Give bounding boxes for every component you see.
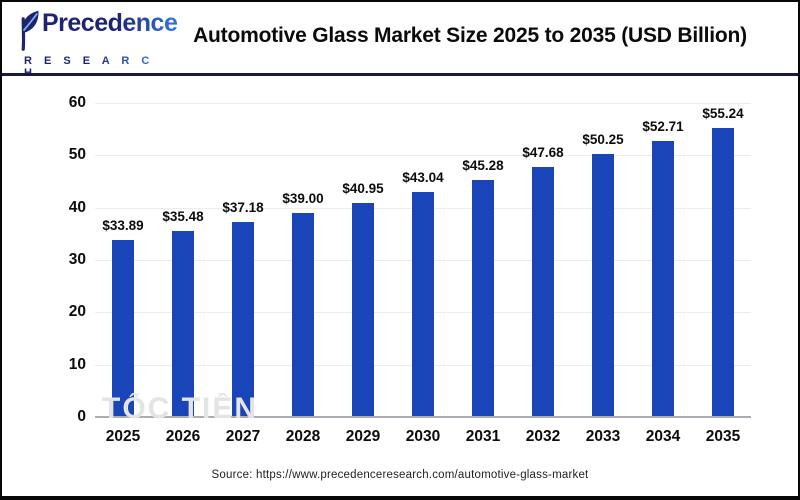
brand-logo: Precedence R E S E A R C H	[16, 8, 178, 79]
bar-value-label: $47.68	[522, 145, 564, 160]
y-axis-tick-label: 40	[68, 198, 86, 216]
x-axis-tick-label: 2031	[465, 428, 501, 445]
x-axis-tick-label: 2028	[285, 428, 321, 445]
bar-value-label: $40.95	[342, 181, 384, 196]
chart-title: Automotive Glass Market Size 2025 to 203…	[193, 24, 747, 47]
brand-name: Precedence	[42, 9, 178, 37]
x-axis-tick-label: 2027	[225, 428, 261, 445]
y-axis-tick-label: 30	[68, 251, 86, 268]
y-axis-tick-label: 20	[68, 303, 86, 321]
x-axis-tick-label: 2034	[645, 428, 681, 445]
y-axis-tick-label: 60	[68, 94, 86, 111]
x-axis-tick-label: 2029	[345, 428, 381, 445]
bar	[532, 167, 554, 417]
source-caption: Source: https://www.precedenceresearch.c…	[211, 469, 589, 481]
gridline	[95, 103, 751, 104]
x-axis-tick-label: 2026	[165, 428, 201, 445]
bar-value-label: $37.18	[222, 200, 264, 215]
y-axis-tick-label: 10	[68, 355, 86, 373]
bar-value-label: $39.00	[282, 191, 324, 206]
bar	[712, 128, 734, 417]
bar	[592, 154, 614, 417]
x-axis-tick-label: 2033	[585, 428, 621, 445]
header-divider	[2, 73, 798, 76]
bar-value-label: $45.28	[462, 158, 504, 173]
bar-value-label: $35.48	[162, 209, 204, 224]
bar	[112, 240, 134, 417]
leaf-p-icon	[16, 8, 40, 57]
bar-value-label: $55.24	[702, 106, 744, 121]
bar	[412, 192, 434, 417]
bar	[232, 222, 254, 417]
y-axis-tick-label: 50	[68, 146, 86, 164]
gridline	[95, 155, 751, 157]
x-axis-tick-label: 2032	[525, 428, 561, 445]
bar	[352, 203, 374, 417]
x-axis-tick-label: 2030	[405, 428, 441, 445]
bar-value-label: $43.04	[402, 170, 444, 185]
y-axis-tick-label: 0	[77, 408, 86, 425]
bar-value-label: $52.71	[642, 119, 684, 134]
x-axis-tick-label: 2035	[705, 428, 741, 445]
x-axis-line	[95, 416, 751, 418]
bar	[172, 231, 194, 417]
bar	[292, 213, 314, 417]
bar	[652, 141, 674, 417]
header: Precedence R E S E A R C H Automotive Gl…	[2, 2, 798, 79]
x-axis-tick-label: 2025	[105, 428, 141, 445]
bar-value-label: $50.25	[582, 132, 624, 147]
bar-value-label: $33.89	[102, 218, 144, 233]
bar	[472, 180, 494, 417]
